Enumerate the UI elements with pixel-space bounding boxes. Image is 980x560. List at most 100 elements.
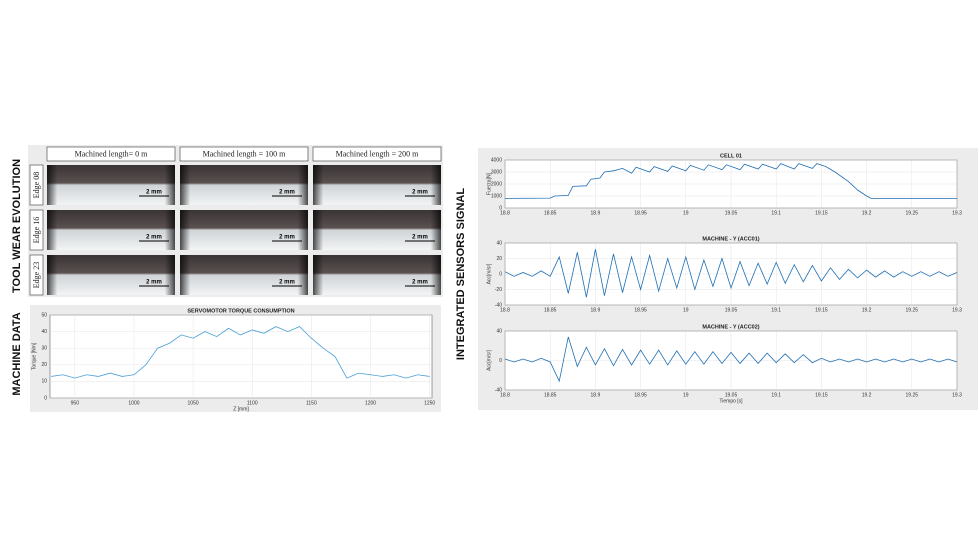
x-tick-label: 19.25 [906,392,919,398]
row-header: Edge 23 [32,262,41,288]
data-line [504,336,958,383]
charts: 0 10 20 30 40 50 950 1000 1050 1100 1150 1200 1250 SE… [31,153,962,412]
x-tick-label: 950 [71,400,80,406]
row-header: Edge 16 [32,217,41,243]
machine-title: MACHINE DATA [11,312,23,395]
photo-shade [47,255,175,295]
scale-label: 2 mm [279,190,295,196]
y-axis-label: Torque [Nm] [31,342,37,370]
y-tick-label: 0 [499,358,502,364]
y-axis-label: Acc[m/s²] [486,349,492,370]
scale-label: 2 mm [146,235,162,241]
scale-label: 2 mm [412,235,428,241]
plot-area [49,314,433,399]
x-tick-label: 18.8 [500,210,510,216]
scale-label: 2 mm [146,190,162,196]
row-header: Edge 08 [32,172,41,198]
photo-grid: Machined length= 0 m Machined length = 10… [29,146,442,296]
x-tick-label: 19.05 [725,392,738,398]
x-tick-label: 19.05 [725,307,738,313]
column-header: Machined length = 100 m [203,149,286,158]
row-header-box [29,254,44,296]
x-tick-label: 19.1 [771,392,781,398]
scale-label: 2 mm [146,280,162,286]
scale-label: 2 mm [279,235,295,241]
y-tick-label: 40 [41,329,47,335]
x-tick-label: 18.95 [634,307,647,313]
column-header-box [312,146,442,162]
y-tick-label: -40 [495,387,502,393]
x-tick-label: 18.85 [544,392,557,398]
y-tick-label: 0 [499,271,502,277]
photo-shade [313,210,441,250]
y-tick-label: -40 [495,302,502,308]
x-tick-label: 19.15 [815,210,828,216]
photo-shade [180,210,308,250]
scale-label: 2 mm [412,190,428,196]
column-header-box [46,146,176,162]
x-tick-label: 19.25 [906,307,919,313]
x-tick-label: 19 [683,210,689,216]
x-tick-label: 18.85 [544,307,557,313]
y-tick-label: -20 [495,287,502,293]
x-tick-label: 18.8 [500,307,510,313]
photo-shade [313,255,441,295]
photo-shade [313,165,441,205]
y-tick-label: 50 [41,312,47,318]
x-axis-label: Z [mm] [233,406,249,412]
photo-shade [180,255,308,295]
photo-shade [47,210,175,250]
x-tick-label: 19.2 [862,210,872,216]
column-header: Machined length= 0 m [75,149,148,158]
y-axis-label: Fuerza[N] [486,172,492,195]
x-tick-label: 1250 [424,400,435,406]
y-tick-label: 0 [499,205,502,211]
x-tick-label: 18.9 [591,392,601,398]
x-tick-label: 1050 [188,400,199,406]
x-tick-label: 18.95 [634,392,647,398]
right-title: INTEGRATED SENSORS SIGNAL [455,188,467,360]
y-tick-label: 0 [44,395,47,401]
x-tick-label: 19.2 [862,307,872,313]
x-tick-label: 19.15 [815,392,828,398]
x-tick-label: 19.25 [906,210,919,216]
x-tick-label: 18.95 [634,210,647,216]
left-title: TOOL WEAR EVOLUTION [11,159,23,293]
x-tick-label: 19.1 [771,307,781,313]
y-tick-label: 20 [41,362,47,368]
y-tick-label: 10 [41,379,47,385]
y-tick-label: 1000 [491,193,502,199]
x-tick-label: 18.9 [591,307,601,313]
x-tick-label: 19 [683,307,689,313]
x-tick-label: 19.1 [771,210,781,216]
x-tick-label: 19.3 [952,392,962,398]
x-tick-label: 19 [683,392,689,398]
data-line [51,326,430,379]
photo-shade [180,165,308,205]
x-tick-label: 1150 [306,400,317,406]
x-tick-label: 18.85 [544,210,557,216]
x-tick-label: 18.9 [591,210,601,216]
y-tick-label: 20 [496,256,502,262]
x-tick-label: 1000 [128,400,139,406]
x-tick-label: 1100 [247,400,258,406]
data-line [504,163,957,199]
x-tick-label: 19.15 [815,307,828,313]
chart-title: MACHINE - Y (ACC01) [702,236,759,242]
column-header: Machined length = 200 m [336,149,419,158]
y-tick-label: 40 [496,240,502,246]
x-tick-label: 1200 [365,400,376,406]
row-header-box [29,164,44,206]
y-tick-label: 4000 [491,157,502,163]
x-tick-label: 19.05 [725,210,738,216]
photo-shade [47,165,175,205]
y-axis-label: Acc[m/s²] [486,263,492,284]
y-tick-label: 30 [41,346,47,352]
x-tick-label: 19.3 [952,210,962,216]
x-tick-label: 18.8 [500,392,510,398]
y-tick-label: 2000 [491,181,502,187]
row-header-box [29,209,44,251]
chart-title: SERVOMOTOR TORQUE CONSUMPTION [187,308,294,314]
x-tick-label: 19.2 [862,392,872,398]
